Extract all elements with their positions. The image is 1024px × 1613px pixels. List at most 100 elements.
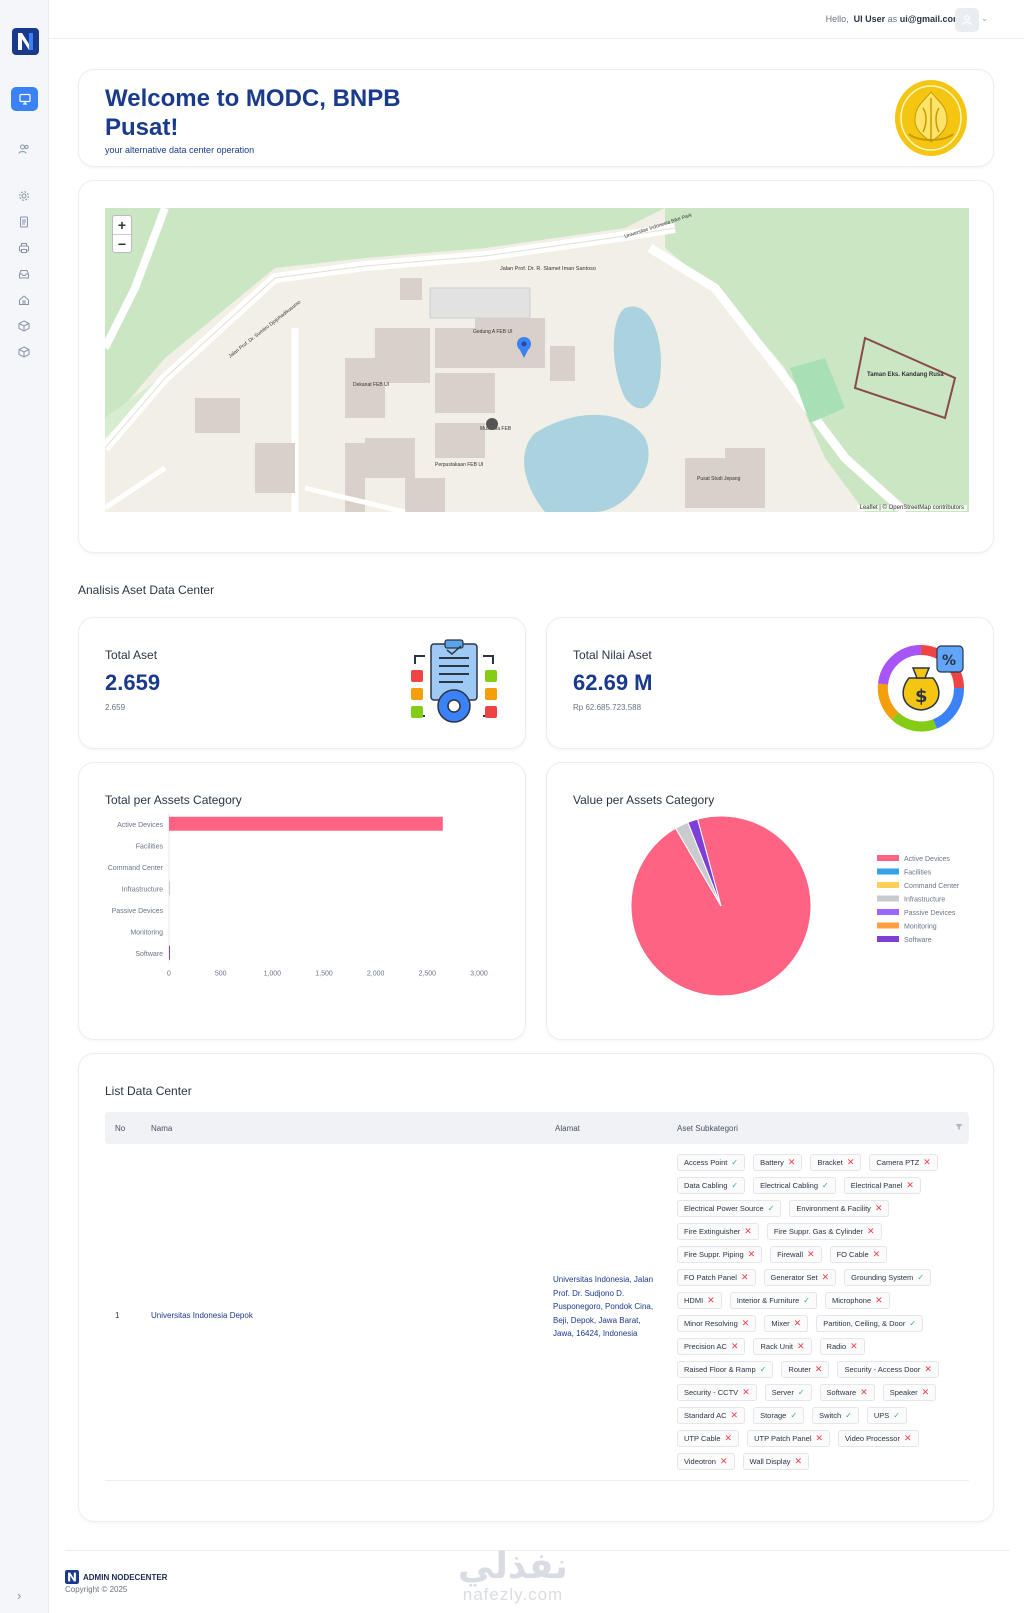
footer-brand: ADMIN NODECENTER [65, 1570, 167, 1584]
aset-tag-label: Switch [819, 1411, 842, 1420]
aset-tag: Video Processor ✕ [838, 1430, 919, 1447]
aset-tag-label: UTP Patch Panel [754, 1434, 812, 1443]
aset-tag-label: Grounding System [851, 1273, 914, 1282]
list-title: List Data Center [105, 1084, 192, 1098]
bar-chart-x-tick-label: 2,500 [419, 971, 437, 978]
map-attribution[interactable]: Leaflet | © OpenStreetMap contributors [856, 505, 967, 511]
user-icon [961, 15, 973, 26]
app-logo[interactable] [12, 28, 39, 55]
aset-tag: Microphone ✕ [824, 1292, 890, 1309]
close-icon: ✕ [874, 1203, 883, 1213]
bar-chart-bar[interactable] [169, 881, 170, 896]
sidebar-item-print[interactable] [14, 238, 34, 258]
sidebar-item-dashboard[interactable] [11, 87, 38, 111]
avatar[interactable] [955, 8, 979, 32]
user-menu-chevron-down-icon[interactable]: ⌄ [981, 14, 988, 23]
close-icon: ✕ [921, 1387, 930, 1397]
pie-legend-label[interactable]: Passive Devices [904, 910, 956, 917]
pie-legend-swatch [877, 909, 899, 915]
check-icon: ✓ [797, 1388, 805, 1397]
aset-tag-label: Server [771, 1388, 794, 1397]
sidebar-item-inventory[interactable] [14, 342, 34, 362]
total-nilai-card: Total Nilai Aset 62.69 M Rp 62.685.723.5… [546, 617, 994, 749]
total-aset-card: Total Aset 2.659 2.659 [78, 617, 526, 749]
pie-legend-label[interactable]: Infrastructure [904, 897, 945, 904]
sidebar-item-home[interactable] [14, 290, 34, 310]
aset-tag: Bracket ✕ [810, 1154, 862, 1171]
aset-tag-label: FO Patch Panel [684, 1273, 737, 1282]
aset-tag-label: Minor Resolving [684, 1319, 738, 1328]
map-zoom-out-button[interactable]: − [113, 234, 131, 252]
bar-chart-x-tick-label: 0 [167, 971, 171, 978]
sidebar-item-reports[interactable] [14, 212, 34, 232]
map-tiles: Jalan Prof. Dr. R. Slamet Iman Santoso U… [105, 208, 969, 512]
aset-tag-label: Raised Floor & Ramp [684, 1365, 756, 1374]
pie-chart-slice[interactable] [687, 818, 722, 907]
analisis-title: Analisis Aset Data Center [78, 583, 215, 597]
location-map[interactable]: Jalan Prof. Dr. R. Slamet Iman Santoso U… [105, 208, 969, 512]
aset-tag: UPS ✓ [866, 1407, 907, 1424]
aset-tag: Grounding System ✓ [844, 1269, 931, 1286]
aset-tag: Videotron ✕ [677, 1453, 735, 1470]
sidebar-item-users[interactable] [14, 139, 34, 159]
list-card: List Data Center No Nama Alamat Aset Sub… [78, 1053, 994, 1522]
check-icon: ✓ [767, 1204, 775, 1213]
aset-tag: Radio ✕ [819, 1338, 865, 1355]
close-icon: ✕ [924, 1364, 932, 1374]
aset-tag-label: Speaker [889, 1388, 918, 1397]
pie-chart-card: Value per Assets Category Active Devices… [546, 762, 994, 1040]
aset-tag-label: Bracket [817, 1158, 843, 1167]
map-label-pusat-studi: Pusat Studi Jepang [697, 476, 741, 482]
aset-tag: Electrical Cabling ✓ [753, 1177, 836, 1194]
aset-tag-label: Standard AC [684, 1411, 727, 1420]
aset-tag-label: Data Cabling [684, 1181, 728, 1190]
check-icon: ✓ [803, 1296, 810, 1305]
sidebar-item-settings[interactable] [14, 186, 34, 206]
check-icon: ✓ [731, 1158, 739, 1167]
aset-tag: Interior & Furniture ✓ [729, 1292, 817, 1309]
bar-chart-x-tick-label: 500 [215, 971, 227, 978]
close-icon: ✕ [724, 1433, 733, 1443]
map-label-musholla: Musholla FEB [480, 426, 512, 432]
bar-chart-bar[interactable] [169, 945, 170, 960]
close-icon: ✕ [793, 1318, 802, 1328]
pie-legend-label[interactable]: Active Devices [904, 856, 950, 863]
filter-icon[interactable] [955, 1123, 963, 1131]
aset-tag: Switch ✓ [812, 1407, 859, 1424]
bar-chart-bar[interactable] [169, 816, 443, 831]
sidebar-item-assets[interactable] [14, 316, 34, 336]
aset-tag-label: Fire Suppr. Piping [684, 1250, 744, 1259]
monitor-icon [18, 93, 31, 105]
check-icon: ✓ [845, 1411, 852, 1420]
aset-tag-label: FO Cable [836, 1250, 869, 1259]
close-icon: ✕ [719, 1456, 728, 1466]
pie-legend-label[interactable]: Command Center [904, 883, 960, 890]
pie-legend-label[interactable]: Facilities [904, 870, 932, 877]
map-label-gedung-a: Gedung A FEB UI [473, 329, 512, 335]
aset-tag: Camera PTZ ✕ [869, 1154, 938, 1171]
row-no: 1 [115, 1311, 120, 1320]
pie-legend-label[interactable]: Software [904, 937, 932, 944]
bar-chart-category-label: Active Devices [117, 822, 163, 829]
sidebar-expand-chevron-icon[interactable]: › [17, 1588, 22, 1603]
aset-tag: Data Cabling ✓ [677, 1177, 746, 1194]
row-nama-link[interactable]: Universitas Indonesia Depok [151, 1311, 253, 1320]
header-alamat[interactable]: Alamat [555, 1124, 580, 1133]
aset-tag-label: Electrical Cabling [760, 1181, 819, 1190]
header-aset[interactable]: Aset Subkategori [677, 1124, 738, 1133]
sidebar-item-storage[interactable] [14, 264, 34, 284]
close-icon: ✕ [821, 1272, 830, 1282]
map-zoom-in-button[interactable]: + [117, 217, 127, 233]
check-icon: ✓ [917, 1273, 924, 1282]
aset-tag-label: Electrical Power Source [684, 1204, 764, 1213]
aset-tag-label: Storage [760, 1411, 787, 1420]
user-email: ui@gmail.com [899, 14, 961, 24]
header-nama[interactable]: Nama [151, 1124, 173, 1133]
total-nilai-value: 62.69 M [573, 670, 653, 695]
document-icon [20, 216, 28, 228]
aset-tag: Fire Suppr. Piping ✕ [677, 1246, 763, 1263]
aset-tag-label: Security - CCTV [684, 1388, 739, 1397]
pie-legend-label[interactable]: Monitoring [904, 924, 937, 931]
header-no[interactable]: No [115, 1124, 126, 1133]
welcome-card: Welcome to MODC, BNPB Pusat! your altern… [78, 69, 994, 167]
